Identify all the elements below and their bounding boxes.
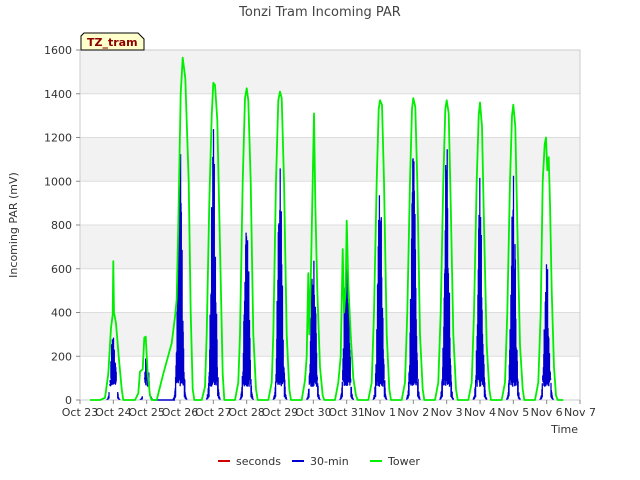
- plot-band: [80, 137, 580, 182]
- legend-label-tower: Tower: [387, 455, 420, 468]
- plot-band: [80, 50, 580, 94]
- thirty-min-day-burst: [506, 175, 521, 400]
- x-tick-label: Oct 24: [95, 406, 132, 419]
- plot-band: [80, 225, 580, 269]
- plot-band: [80, 312, 580, 357]
- thirty-min-day-burst: [339, 240, 354, 400]
- y-tick-label: 800: [51, 219, 72, 232]
- x-tick-label: Oct 25: [128, 406, 165, 419]
- thirty-min-day-burst: [106, 337, 121, 400]
- series-30-min: [106, 129, 554, 401]
- thirty-min-day-burst: [206, 129, 221, 400]
- x-tick-label: Nov 4: [464, 406, 496, 419]
- thirty-min-day-burst: [539, 264, 554, 400]
- legend-label-30-min: 30-min: [310, 455, 349, 468]
- y-tick-label: 600: [51, 263, 72, 276]
- x-tick-label: Oct 28: [228, 406, 265, 419]
- legend: seconds 30-min Tower: [218, 455, 420, 468]
- thirty-min-day-burst: [439, 149, 454, 400]
- x-tick-label: Nov 3: [431, 406, 463, 419]
- y-tick-label: 1400: [44, 88, 72, 101]
- y-axis-label: Incoming PAR (mV): [7, 172, 20, 278]
- x-tick-label: Oct 29: [262, 406, 299, 419]
- station-tag: TZ_tram: [80, 32, 145, 51]
- y-tick-label: 1200: [44, 132, 72, 145]
- tower-line: [90, 56, 564, 401]
- plot-band: [80, 268, 580, 313]
- x-tick-label: Oct 27: [195, 406, 232, 419]
- y-tick-label: 200: [51, 350, 72, 363]
- y-tick-label: 1000: [44, 175, 72, 188]
- y-axis-ticks: 0 200 400 600 800 1000 1200 1400 1600: [44, 44, 80, 407]
- thirty-min-day-burst: [172, 154, 188, 400]
- x-tick-label: Nov 2: [397, 406, 429, 419]
- thirty-min-day-burst: [372, 195, 388, 400]
- thirty-min-day-burst: [406, 158, 421, 400]
- series-tower: [90, 56, 564, 401]
- x-axis-label: Time: [550, 423, 578, 436]
- plot-band: [80, 181, 580, 225]
- plot-band: [80, 93, 580, 138]
- plot-band: [80, 356, 580, 400]
- thirty-min-day-burst: [272, 168, 288, 400]
- x-tick-label: Oct 23: [62, 406, 99, 419]
- x-tick-label: Nov 1: [364, 406, 396, 419]
- x-tick-label: Nov 5: [497, 406, 529, 419]
- station-tag-label: TZ_tram: [87, 36, 138, 49]
- x-tick-label: Nov 7: [564, 406, 596, 419]
- y-tick-label: 1600: [44, 44, 72, 57]
- thirty-min-day-burst: [239, 232, 254, 400]
- thirty-min-day-burst: [306, 260, 321, 400]
- y-tick-label: 0: [65, 394, 72, 407]
- x-tick-label: Oct 31: [328, 406, 365, 419]
- x-tick-label: Oct 26: [162, 406, 199, 419]
- plot-background: [80, 50, 580, 400]
- y-tick-label: 400: [51, 307, 72, 320]
- x-tick-label: Nov 6: [531, 406, 563, 419]
- legend-label-seconds: seconds: [236, 455, 281, 468]
- thirty-min-day-burst: [472, 177, 488, 400]
- x-tick-label: Oct 30: [295, 406, 332, 419]
- station-tag-box: [80, 32, 145, 51]
- chart-title: Tonzi Tram Incoming PAR: [238, 5, 401, 20]
